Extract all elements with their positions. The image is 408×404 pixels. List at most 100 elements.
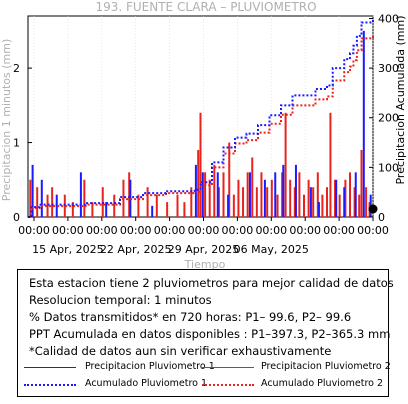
bar-p2 bbox=[321, 194, 324, 217]
bar-p2 bbox=[289, 179, 292, 217]
note-line-5: *Calidad de datos aun sin verificar exha… bbox=[29, 344, 332, 358]
bar-p2 bbox=[334, 179, 337, 217]
x-tick-label-time: 00:00 bbox=[188, 224, 220, 237]
bar-p2 bbox=[242, 187, 245, 217]
series-line-acc-p2 bbox=[28, 35, 374, 218]
bar-p2 bbox=[197, 150, 200, 217]
bar-p2 bbox=[208, 179, 211, 217]
bar-p2 bbox=[199, 112, 202, 217]
y-right-tick-label: 300 bbox=[378, 62, 399, 75]
bar-p2 bbox=[176, 194, 179, 217]
bar-p1 bbox=[40, 179, 43, 217]
bar-p2 bbox=[190, 187, 193, 217]
bar-p2 bbox=[183, 202, 186, 217]
bar-p2 bbox=[137, 194, 140, 217]
bar-p2 bbox=[213, 164, 216, 217]
bar-p1 bbox=[274, 172, 277, 217]
x-tick-label-time: 00:00 bbox=[154, 224, 186, 237]
bar-p1 bbox=[79, 172, 82, 217]
bar-p1 bbox=[309, 187, 312, 217]
bar-p2 bbox=[51, 187, 54, 217]
bar-p2 bbox=[316, 172, 319, 217]
bar-p2 bbox=[155, 194, 158, 217]
bar-p2 bbox=[29, 179, 32, 217]
x-tick-label-date: 29 Apr, 2025 bbox=[168, 243, 240, 256]
bar-p2 bbox=[326, 187, 328, 217]
bar-p2 bbox=[251, 157, 254, 217]
bar-p2 bbox=[83, 179, 86, 217]
bar-p2 bbox=[344, 179, 347, 217]
bar-p2 bbox=[270, 179, 273, 217]
bar-p1 bbox=[151, 205, 154, 217]
bar-p2 bbox=[255, 187, 258, 217]
bar-p1 bbox=[31, 164, 34, 217]
bar-p1 bbox=[335, 179, 338, 217]
y-right-tick-label: 200 bbox=[378, 112, 399, 125]
x-tick-label-time: 00:00 bbox=[289, 224, 321, 237]
x-axis-label: Tiempo bbox=[184, 258, 226, 270]
bar-p1 bbox=[294, 164, 297, 217]
bar-p2 bbox=[166, 202, 169, 217]
bar-p2 bbox=[329, 112, 332, 217]
x-tick-label-time: 00:00 bbox=[323, 224, 355, 237]
info-legend-box: Esta estacion tiene 2 pluviometros para … bbox=[17, 269, 394, 397]
bar-p1 bbox=[201, 172, 204, 217]
y-right-tick-label: 100 bbox=[378, 161, 399, 174]
bar-p2 bbox=[222, 172, 225, 217]
y-left-tick-label: 2 bbox=[13, 62, 20, 75]
legend-swatch-p1-rain bbox=[24, 367, 76, 368]
y-right-tick-label: 0 bbox=[378, 211, 385, 224]
x-tick-label-date: 15 Apr, 2025 bbox=[32, 243, 104, 256]
bar-p2 bbox=[260, 172, 263, 217]
note-line-1: Esta estacion tiene 2 pluviometros para … bbox=[29, 276, 394, 290]
bar-p2 bbox=[298, 172, 301, 217]
note-line-2: Resolucion temporal: 1 minutos bbox=[29, 293, 212, 307]
legend-label-p2-acc: Acumulado Pluviometro 2 bbox=[261, 378, 384, 389]
bar-p2 bbox=[358, 194, 361, 217]
x-tick-label-time: 00:00 bbox=[255, 224, 287, 237]
bar-p1 bbox=[282, 164, 285, 217]
rainfall-chart: 193. FUENTE CLARA – PLUVIOMETRO 0 1 2 0 100 2… bbox=[0, 0, 407, 270]
bar-p2 bbox=[113, 194, 116, 217]
legend-swatch-p2-acc bbox=[202, 384, 254, 386]
bar-p2 bbox=[281, 172, 284, 217]
y-left-tick-label: 1 bbox=[13, 137, 20, 150]
note-line-4: PPT Acumulada en datos disponibles : P1–… bbox=[29, 327, 391, 341]
bar-p2 bbox=[71, 202, 74, 217]
current-time-marker bbox=[368, 204, 378, 214]
x-tick-label-time: 00:00 bbox=[86, 224, 118, 237]
bar-p1 bbox=[343, 187, 346, 217]
bar-p2 bbox=[307, 179, 310, 217]
bar-p1 bbox=[362, 30, 365, 218]
bar-p2 bbox=[228, 142, 231, 217]
bar-p2 bbox=[353, 187, 356, 217]
bar-p2 bbox=[146, 187, 149, 217]
y-axis-left-label: Precipitacion 1 minutos (mm) bbox=[0, 39, 13, 201]
bar-p2 bbox=[63, 194, 66, 217]
bar-p2 bbox=[46, 194, 49, 217]
y-axis-right-label: Precipitacion Acumulada (mm) bbox=[394, 15, 407, 184]
bar-p2 bbox=[217, 187, 220, 217]
bar-p2 bbox=[303, 194, 305, 217]
bar-p2 bbox=[91, 202, 94, 217]
bar-p2 bbox=[36, 187, 39, 217]
bar-p1 bbox=[263, 179, 266, 217]
bar-p2 bbox=[360, 150, 363, 217]
note-line-3: % Datos transmitidos* en 720 horas: P1– … bbox=[29, 310, 352, 324]
bar-p2 bbox=[246, 172, 249, 217]
x-tick-label-time: 00:00 bbox=[18, 224, 50, 237]
bar-p1 bbox=[55, 194, 58, 217]
bar-p2 bbox=[338, 194, 341, 217]
bar-p2 bbox=[293, 187, 296, 217]
bar-p2 bbox=[365, 187, 368, 217]
bar-p2 bbox=[204, 172, 207, 217]
x-tick-label-time: 00:00 bbox=[357, 224, 389, 237]
legend-label-p1-acc: Acumulado Pluviometro 1 bbox=[85, 378, 208, 389]
series-line-acc-p1 bbox=[28, 19, 374, 218]
bar-p2 bbox=[349, 172, 351, 217]
legend-label-p1-rain: Precipitacion Pluviometro 1 bbox=[85, 361, 215, 372]
bar-p2 bbox=[237, 179, 240, 217]
x-tick-label-time: 00:00 bbox=[120, 224, 152, 237]
y-left-tick-label: 0 bbox=[13, 211, 20, 224]
bar-p1 bbox=[105, 202, 108, 217]
